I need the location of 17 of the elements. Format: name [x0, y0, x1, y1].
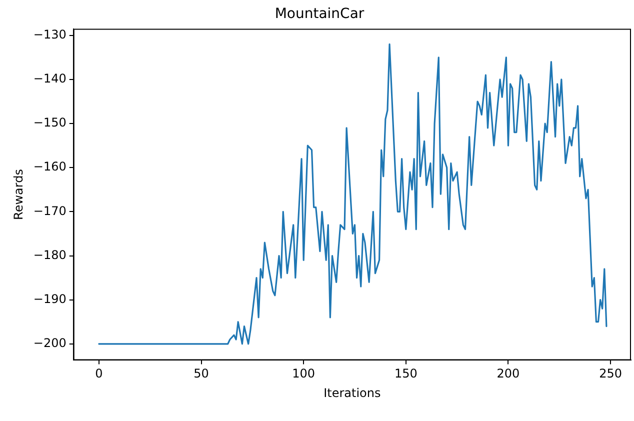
y-tick-label: −200 [33, 336, 66, 350]
x-tick-label: 50 [194, 366, 209, 381]
y-tick-label: −130 [33, 28, 66, 42]
x-tick-label: 0 [95, 366, 103, 381]
x-tick-label: 100 [292, 366, 316, 381]
y-tick-label: −170 [33, 204, 66, 218]
y-tick-label: −180 [33, 248, 66, 262]
y-axis-title: Rewards [11, 169, 26, 220]
x-axis-title: Iterations [324, 386, 381, 400]
x-tick-label: 250 [599, 366, 622, 381]
x-tick-label: 200 [496, 366, 520, 381]
y-tick-label: −190 [33, 292, 66, 306]
y-tick-label: −160 [33, 160, 66, 174]
x-tick-label: 150 [394, 366, 418, 381]
chart-title: MountainCar [274, 6, 364, 22]
y-tick-label: −150 [33, 116, 66, 130]
y-tick-label: −140 [33, 72, 66, 86]
